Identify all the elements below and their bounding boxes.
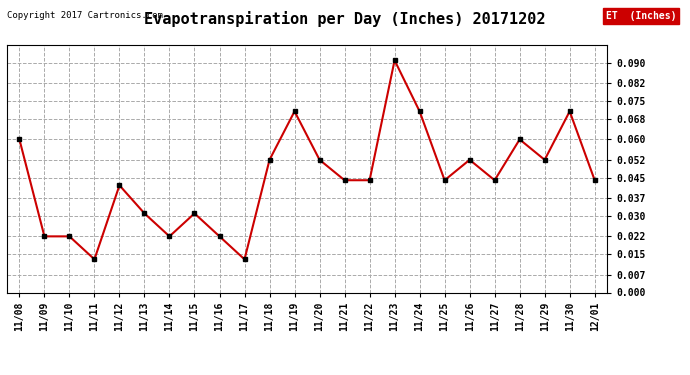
Text: ET  (Inches): ET (Inches) [606,11,676,21]
Text: Copyright 2017 Cartronics.com: Copyright 2017 Cartronics.com [7,11,163,20]
Text: Evapotranspiration per Day (Inches) 20171202: Evapotranspiration per Day (Inches) 2017… [144,11,546,27]
